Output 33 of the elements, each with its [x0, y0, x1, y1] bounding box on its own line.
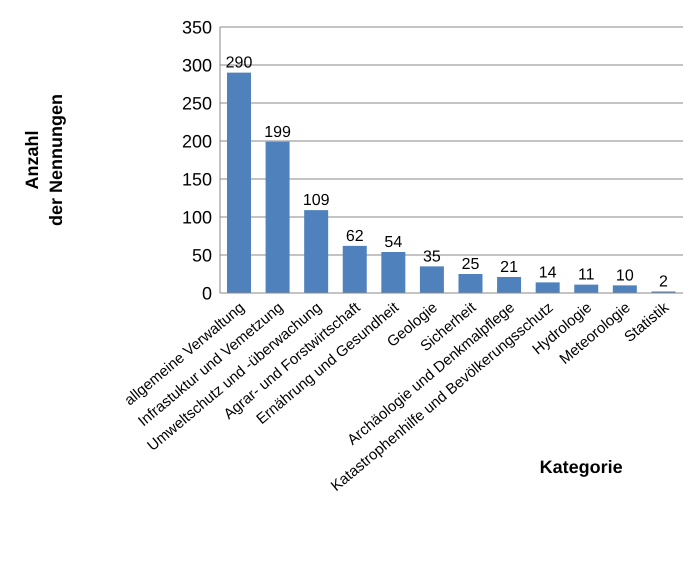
- bar: [574, 284, 598, 293]
- y-tick-label: 350: [182, 17, 212, 38]
- y-tick-label: 100: [182, 207, 212, 228]
- bar: [304, 210, 328, 293]
- data-label: 25: [462, 256, 480, 273]
- data-label: 35: [423, 248, 441, 266]
- bar: [342, 246, 367, 293]
- data-label: 14: [538, 264, 557, 282]
- bar: [536, 282, 560, 293]
- y-tick-label: 200: [182, 131, 212, 152]
- bar: [497, 277, 522, 293]
- bar: [381, 252, 406, 293]
- data-label: 109: [302, 192, 330, 210]
- y-tick-label: 250: [182, 93, 212, 114]
- data-label: 21: [500, 259, 518, 276]
- bar: [227, 72, 251, 293]
- bar: [420, 266, 444, 293]
- data-label: 199: [264, 124, 292, 141]
- x-axis-title: Kategorie: [540, 457, 623, 477]
- data-label: 54: [384, 234, 402, 251]
- y-tick-label: 300: [182, 55, 212, 76]
- y-axis-title: Anzahl der Nennungen: [22, 94, 66, 226]
- y-tick-label: 50: [192, 245, 212, 266]
- data-label: 10: [616, 267, 634, 284]
- bar: [458, 274, 482, 293]
- data-label: 62: [346, 228, 364, 245]
- bar: [266, 142, 290, 293]
- data-label: 2: [658, 273, 668, 290]
- bar: [612, 285, 637, 293]
- y-tick-label: 150: [182, 169, 212, 190]
- data-label: 290: [226, 54, 252, 72]
- data-label: 11: [578, 266, 595, 284]
- y-tick-label: 0: [202, 283, 212, 304]
